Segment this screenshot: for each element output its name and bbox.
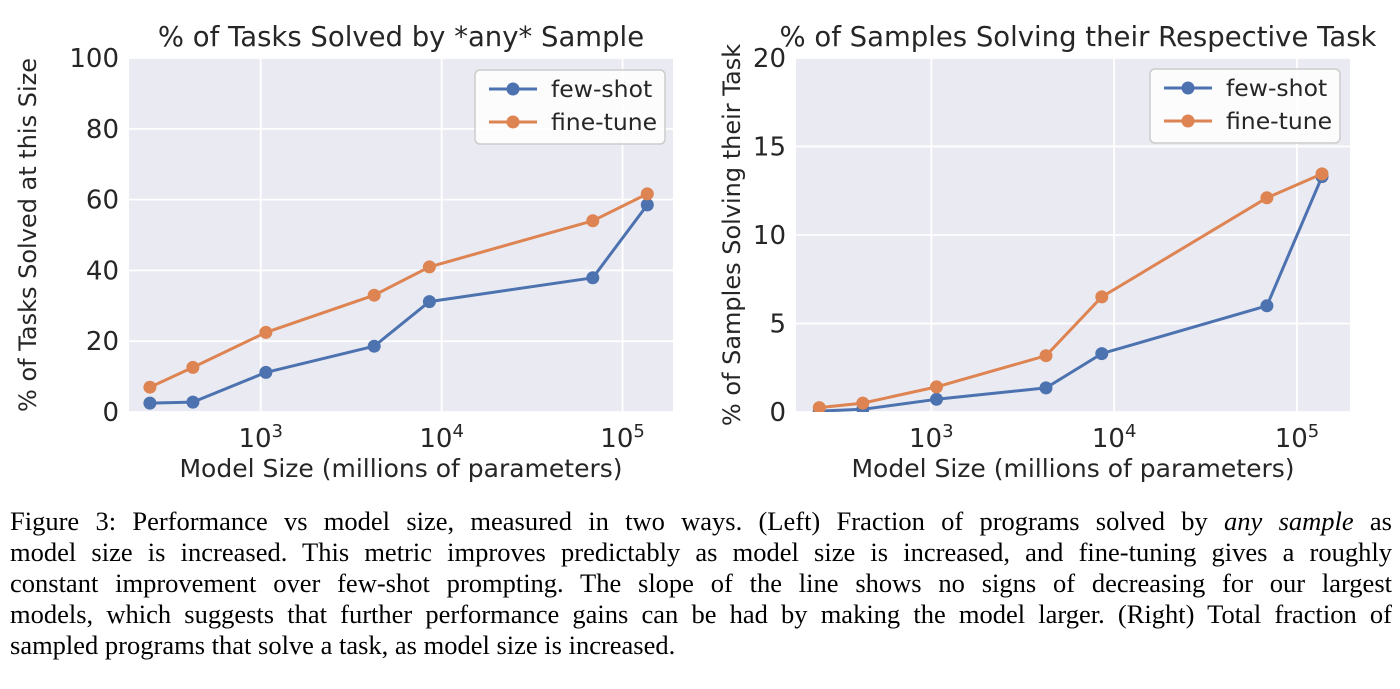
- x-tick-label: 103: [909, 421, 954, 454]
- caption-line: Figure 3: Performance vs model size, mea…: [10, 506, 1392, 537]
- x-axis-label: Model Size (millions of parameters): [851, 454, 1294, 483]
- x-tick-label: 105: [600, 421, 645, 454]
- y-tick-label: 80: [86, 115, 119, 145]
- caption-line: models, which suggests that further perf…: [10, 599, 1392, 630]
- chart-tasks-solved-by-any-sample: 0 20 40 60 80 100 103 104 105 % of Tasks Solved b…: [14, 21, 673, 483]
- series-few-shot-point: [930, 392, 943, 406]
- y-tick-labels: 0 20 40 60 80 100: [69, 44, 119, 428]
- series-fine-tune-point: [186, 360, 200, 374]
- x-tick-labels: 103 104 105: [238, 421, 644, 454]
- caption-text: Figure 3: Performance vs model size, mea…: [10, 506, 1225, 536]
- series-fine-tune-point: [1039, 349, 1053, 363]
- y-tick-label: 0: [102, 398, 119, 428]
- series-fine-tune-point: [640, 187, 654, 201]
- x-tick-label: 105: [1275, 421, 1320, 454]
- x-tick-label: 103: [238, 421, 283, 454]
- legend-swatch-marker: [506, 82, 520, 96]
- y-tick-label: 100: [69, 44, 119, 74]
- caption-line: constant improvement over few-shot promp…: [10, 568, 1392, 599]
- series-fine-tune-point: [367, 288, 381, 302]
- caption-text: model size is increased. This metric imp…: [10, 537, 1392, 567]
- legend-swatch-marker: [1181, 114, 1195, 128]
- series-few-shot-point: [586, 271, 600, 285]
- y-tick-label: 5: [769, 310, 786, 340]
- series-few-shot-point: [640, 198, 654, 212]
- series-few-shot: [143, 198, 654, 410]
- series-fine-tune: [812, 167, 1329, 412]
- series-fine-tune-point: [422, 260, 436, 274]
- series-fine-tune-point: [259, 325, 273, 339]
- series-few-shot-point: [1260, 299, 1274, 313]
- x-axis-label: Model Size (millions of parameters): [179, 454, 622, 483]
- y-tick-label: 40: [86, 256, 119, 286]
- series-fine-tune-point: [1260, 191, 1274, 205]
- caption-line: sampled programs that solve a task, as m…: [10, 630, 1392, 661]
- y-tick-label: 20: [753, 44, 786, 74]
- y-tick-label: 20: [86, 327, 119, 357]
- legend-label: fine-tune: [551, 108, 657, 136]
- series-few-shot-point: [143, 396, 157, 410]
- series-fine-tune-point: [856, 396, 870, 410]
- legend: few-shot fine-tune: [1149, 68, 1341, 144]
- chart-samples-solving-their-task: 0 5 10 15 20 103 104 105 % of Samples Solving th…: [718, 21, 1377, 483]
- legend: few-shot fine-tune: [474, 69, 666, 145]
- y-tick-labels: 0 5 10 15 20: [753, 44, 786, 428]
- series-few-shot-point: [367, 339, 381, 353]
- caption-text: models, which suggests that further perf…: [10, 599, 1392, 629]
- series-fine-tune-point: [586, 214, 600, 228]
- x-tick-label: 104: [419, 421, 464, 454]
- chart-title: % of Samples Solving their Respective Ta…: [780, 21, 1377, 53]
- legend-swatch-marker: [1181, 81, 1195, 95]
- series-few-shot-point: [422, 295, 436, 309]
- series-fine-tune: [143, 187, 654, 394]
- figure-caption: Figure 3: Performance vs model size, mea…: [10, 506, 1392, 661]
- y-axis-label: % of Tasks Solved at this Size: [14, 58, 42, 412]
- caption-line: model size is increased. This metric imp…: [10, 537, 1392, 568]
- y-tick-label: 10: [753, 221, 786, 251]
- series-fine-tune-point: [143, 380, 157, 394]
- gridlines: [796, 57, 1350, 413]
- series-fine-tune-point: [1315, 167, 1329, 181]
- y-tick-label: 0: [769, 398, 786, 428]
- series-few-shot-point: [1095, 347, 1109, 361]
- series-fine-tune-point: [1095, 290, 1109, 304]
- series-few-shot-point: [1039, 381, 1053, 395]
- chart-title: % of Tasks Solved by *any* Sample: [158, 21, 644, 53]
- caption-emphasis: any sample: [1224, 506, 1354, 536]
- series-fine-tune-point: [812, 401, 826, 412]
- caption-text: constant improvement over few-shot promp…: [10, 568, 1392, 598]
- caption-text: as: [1353, 506, 1393, 536]
- y-tick-label: 15: [753, 133, 786, 163]
- x-tick-label: 104: [1092, 421, 1137, 454]
- legend-label: few-shot: [1226, 74, 1327, 102]
- y-axis-label: % of Samples Solving their Task: [718, 44, 746, 426]
- series-few-shot-point: [186, 395, 200, 409]
- caption-text: sampled programs that solve a task, as m…: [10, 630, 676, 660]
- legend-label: few-shot: [551, 75, 652, 103]
- legend-label: fine-tune: [1226, 107, 1332, 135]
- x-tick-labels: 103 104 105: [909, 421, 1319, 454]
- series-fine-tune-point: [930, 380, 943, 394]
- series-few-shot-point: [259, 365, 273, 379]
- y-tick-label: 60: [86, 186, 119, 216]
- legend-swatch-marker: [506, 115, 520, 129]
